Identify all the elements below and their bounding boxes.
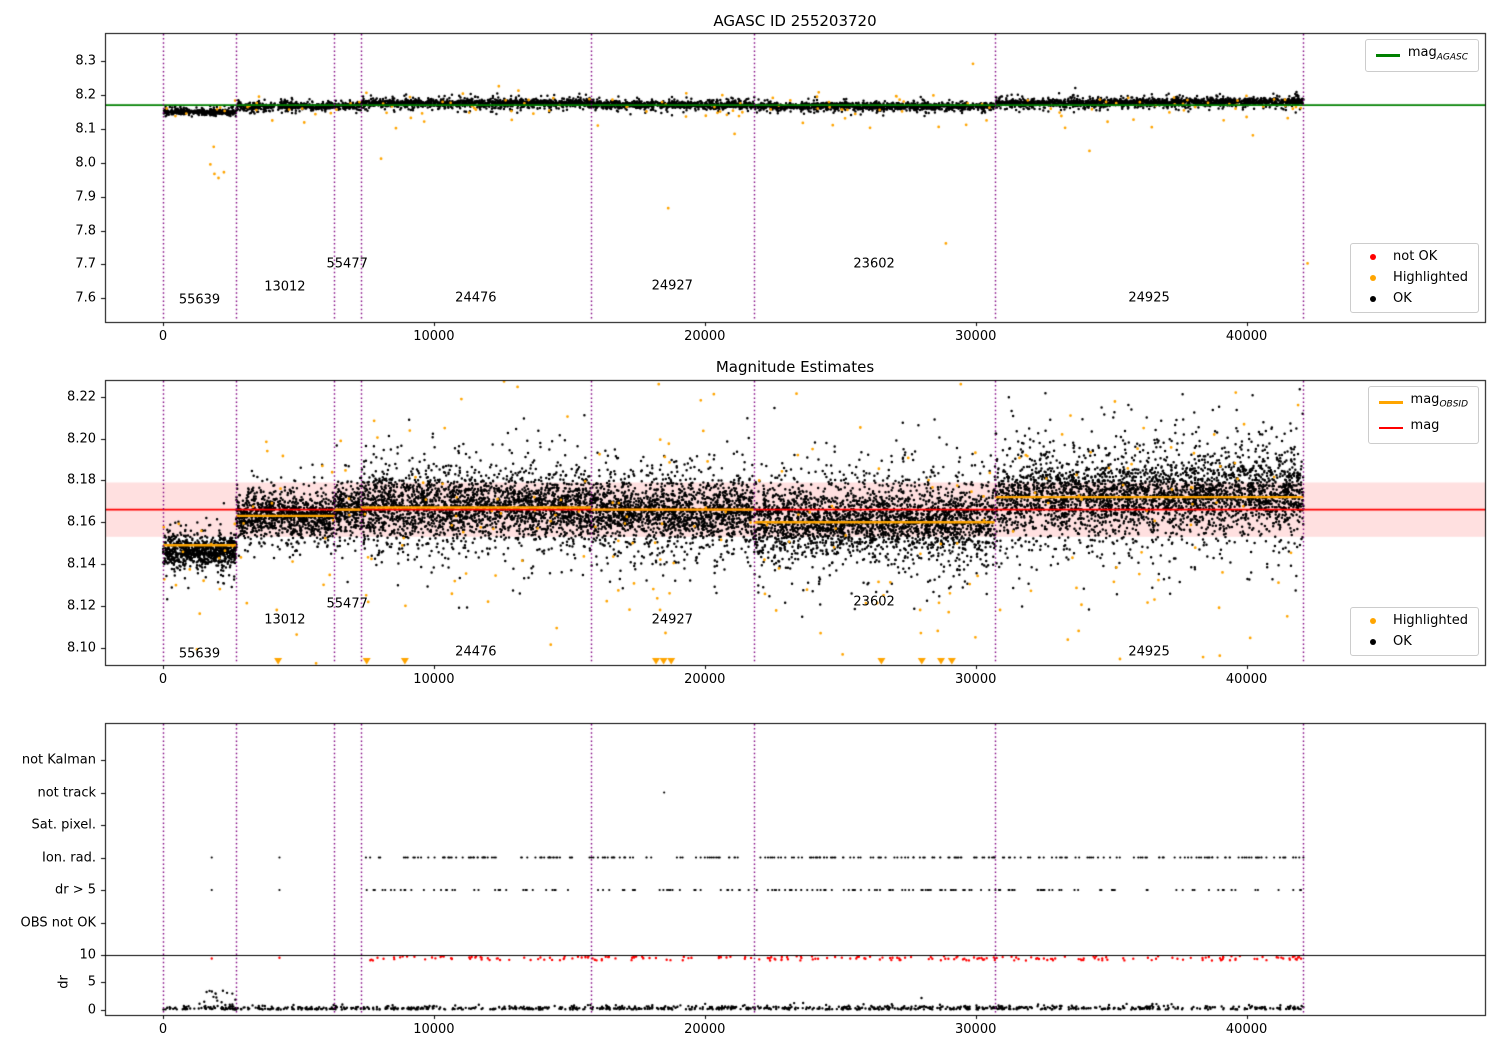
x-tick-label: 40000 [1225,672,1268,687]
x-tick-label: 30000 [955,329,997,344]
flag-category-label: Ion. rad. [42,850,96,865]
obsid-label: 13012 [264,612,306,628]
x-tick-label: 30000 [955,672,997,687]
obsid-label: 55477 [326,596,368,612]
obsid-label: 13012 [264,279,306,295]
plot-title-agasc: AGASC ID 255203720 [713,12,877,30]
flag-category-label: Sat. pixel. [31,817,96,833]
legend-mid-lines: magOBSID mag [1367,386,1479,445]
y-tick-label: 8.12 [67,598,96,614]
obsid-label: 55639 [178,646,221,662]
highlighted-dot-swatch [1370,275,1377,281]
ok-dot-swatch [1370,639,1377,645]
y-tick-label: 7.8 [75,223,96,239]
legend-mag-agasc: magAGASC [1364,39,1479,72]
mag-agasc-line-swatch [1375,54,1400,57]
y-tick-label: 8.18 [67,472,96,488]
ok-dot-swatch [1370,296,1377,302]
x-tick-label: 10000 [413,329,455,344]
x-tick-label: 10000 [413,1022,455,1037]
obsid-label: 24476 [455,290,497,306]
legend-label-mag-agasc: magAGASC [1407,45,1468,63]
plot-title-estimates: Magnitude Estimates [715,358,875,376]
y-tick-label: 8.20 [67,431,96,447]
x-tick-label: 40000 [1225,329,1268,344]
obsid-label: 24927 [651,612,693,628]
y-tick-label: 8.14 [67,556,96,572]
x-tick-label: 40000 [1225,1022,1268,1037]
obsid-label: 24925 [1128,290,1170,306]
obsid-label: 55477 [326,256,368,272]
flag-category-label: dr > 5 [54,882,96,898]
legend-item-highlighted: Highlighted [1361,270,1468,286]
x-tick-label: 20000 [684,672,726,687]
y-tick-label: 8.22 [67,389,96,405]
flag-category-label: not track [37,785,96,800]
y-tick-label: 7.7 [75,256,96,272]
legend-label-ok-mid: OK [1393,634,1412,649]
not-ok-dot-swatch [1370,254,1377,260]
x-tick-label: 0 [158,329,168,344]
obsid-label: 24925 [1128,644,1170,660]
legend-label-highlighted: Highlighted [1393,270,1468,285]
x-tick-label: 0 [158,672,168,687]
dr-axis-label: dr [56,975,72,989]
legend-label-ok: OK [1393,291,1412,306]
legend-label-mag: mag [1410,417,1440,433]
legend-item-mag: mag [1378,417,1468,439]
dr-tick-label: 0 [87,1002,96,1017]
legend-item-not-ok: not OK [1361,249,1468,265]
legend-item-ok-mid: OK [1361,634,1468,650]
x-tick-label: 20000 [684,1022,726,1037]
y-tick-label: 8.0 [75,155,96,171]
flag-category-label: OBS not OK [20,915,97,930]
y-tick-label: 8.16 [67,514,96,530]
y-tick-label: 8.3 [75,53,96,69]
legend-label-mag-obsid: magOBSID [1410,392,1468,410]
x-tick-label: 10000 [413,672,455,687]
legend-item-mag-obsid: magOBSID [1378,392,1468,413]
legend-item-ok: OK [1361,291,1468,307]
mag-line-swatch [1378,426,1403,430]
obsid-label: 24476 [455,644,497,660]
dr-tick-label: 5 [87,974,96,990]
legend-item-highlighted-mid: Highlighted [1361,613,1468,629]
y-tick-label: 7.9 [75,189,96,205]
y-tick-label: 7.6 [75,290,96,306]
x-tick-label: 0 [158,1022,168,1037]
y-tick-label: 8.10 [67,640,96,656]
y-tick-label: 8.2 [75,87,96,103]
dr-tick-label: 10 [79,947,96,963]
obsid-label: 23602 [853,256,895,272]
x-tick-label: 30000 [955,1022,997,1037]
legend-mid-points: Highlighted OK [1350,607,1479,656]
legend-item-mag-agasc: magAGASC [1375,45,1468,66]
y-tick-label: 8.1 [75,121,96,137]
x-tick-label: 20000 [684,329,726,344]
legend-top-points: not OK Highlighted OK [1350,243,1479,313]
highlighted-dot-swatch [1370,618,1377,624]
legend-label-not-ok: not OK [1393,249,1438,264]
flag-category-label: not Kalman [21,752,96,768]
obsid-label: 23602 [853,594,895,610]
obsid-label: 55639 [178,292,221,308]
legend-label-highlighted-mid: Highlighted [1393,613,1468,628]
mag-obsid-line-swatch [1378,401,1403,404]
obsid-label: 24927 [651,278,693,294]
